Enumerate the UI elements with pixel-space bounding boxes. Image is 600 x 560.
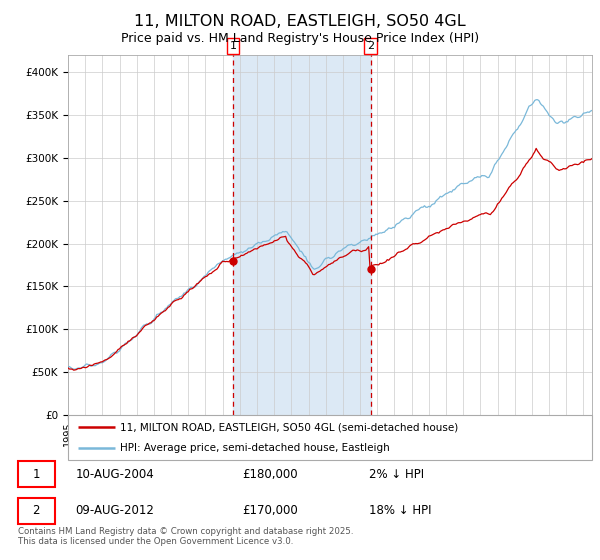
- Text: HPI: Average price, semi-detached house, Eastleigh: HPI: Average price, semi-detached house,…: [121, 443, 390, 453]
- Text: £180,000: £180,000: [242, 468, 298, 481]
- Text: Price paid vs. HM Land Registry's House Price Index (HPI): Price paid vs. HM Land Registry's House …: [121, 32, 479, 45]
- FancyBboxPatch shape: [18, 461, 55, 487]
- Text: 1: 1: [230, 41, 236, 51]
- Text: 11, MILTON ROAD, EASTLEIGH, SO50 4GL: 11, MILTON ROAD, EASTLEIGH, SO50 4GL: [134, 14, 466, 29]
- Text: 2% ↓ HPI: 2% ↓ HPI: [369, 468, 424, 481]
- Text: 2: 2: [367, 41, 374, 51]
- Text: 11, MILTON ROAD, EASTLEIGH, SO50 4GL (semi-detached house): 11, MILTON ROAD, EASTLEIGH, SO50 4GL (se…: [121, 422, 458, 432]
- Text: 09-AUG-2012: 09-AUG-2012: [76, 504, 154, 517]
- Text: 18% ↓ HPI: 18% ↓ HPI: [369, 504, 431, 517]
- Text: £170,000: £170,000: [242, 504, 298, 517]
- Text: 2: 2: [32, 504, 40, 517]
- Text: 1: 1: [32, 468, 40, 481]
- Bar: [233, 55, 371, 415]
- FancyBboxPatch shape: [68, 415, 592, 460]
- Text: 10-AUG-2004: 10-AUG-2004: [76, 468, 154, 481]
- Text: Contains HM Land Registry data © Crown copyright and database right 2025.
This d: Contains HM Land Registry data © Crown c…: [18, 527, 353, 547]
- FancyBboxPatch shape: [18, 498, 55, 524]
